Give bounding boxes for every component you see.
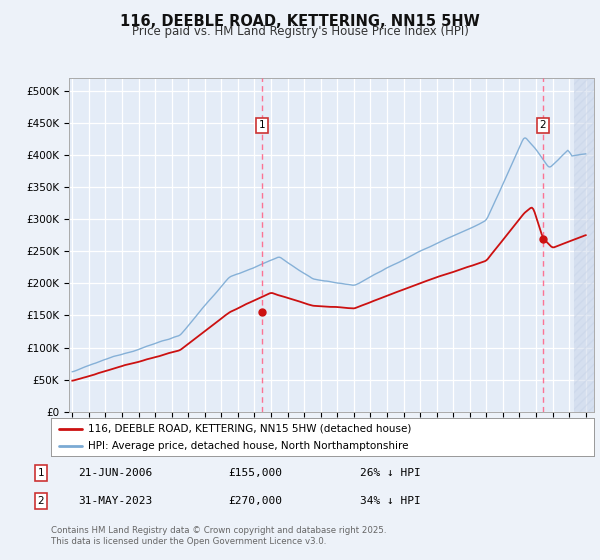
Text: 1: 1 xyxy=(259,120,266,130)
Text: 34% ↓ HPI: 34% ↓ HPI xyxy=(360,496,421,506)
Bar xyxy=(574,78,594,412)
Text: 21-JUN-2006: 21-JUN-2006 xyxy=(78,468,152,478)
Text: £155,000: £155,000 xyxy=(228,468,282,478)
Bar xyxy=(574,78,594,412)
Text: Contains HM Land Registry data © Crown copyright and database right 2025.
This d: Contains HM Land Registry data © Crown c… xyxy=(51,526,386,546)
Text: Price paid vs. HM Land Registry's House Price Index (HPI): Price paid vs. HM Land Registry's House … xyxy=(131,25,469,39)
Text: 116, DEEBLE ROAD, KETTERING, NN15 5HW: 116, DEEBLE ROAD, KETTERING, NN15 5HW xyxy=(120,14,480,29)
Text: 2: 2 xyxy=(37,496,44,506)
Text: HPI: Average price, detached house, North Northamptonshire: HPI: Average price, detached house, Nort… xyxy=(88,441,409,451)
Text: 1: 1 xyxy=(37,468,44,478)
Text: 31-MAY-2023: 31-MAY-2023 xyxy=(78,496,152,506)
Text: £270,000: £270,000 xyxy=(228,496,282,506)
Text: 26% ↓ HPI: 26% ↓ HPI xyxy=(360,468,421,478)
Text: 2: 2 xyxy=(539,120,547,130)
Text: 116, DEEBLE ROAD, KETTERING, NN15 5HW (detached house): 116, DEEBLE ROAD, KETTERING, NN15 5HW (d… xyxy=(88,423,411,433)
